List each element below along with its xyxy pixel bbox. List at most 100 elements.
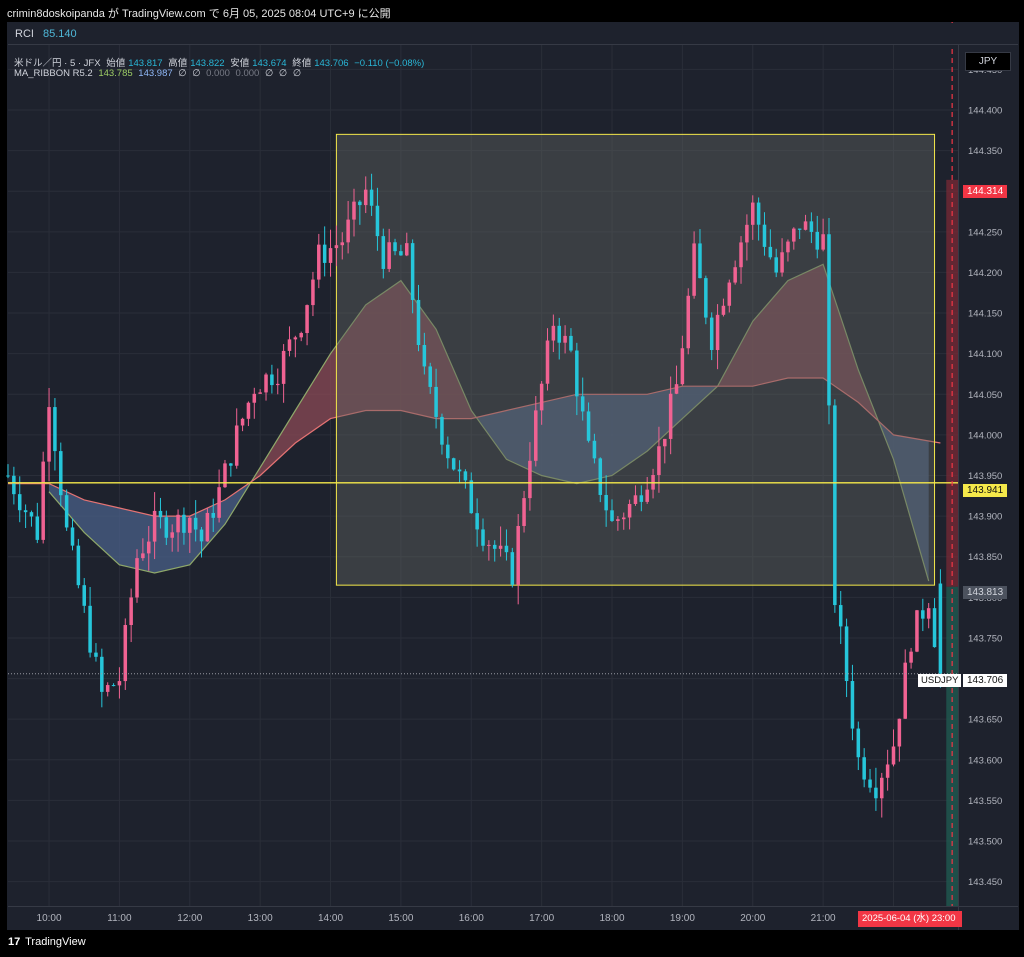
candle-body <box>146 541 151 554</box>
candle-body <box>105 685 110 692</box>
currency-button[interactable]: JPY <box>965 52 1011 71</box>
candle-body <box>352 201 356 220</box>
candle-body <box>82 585 86 606</box>
candle-body <box>880 777 884 799</box>
candle-body <box>346 219 350 243</box>
high-value: 143.822 <box>190 58 225 69</box>
candle-body <box>733 267 737 283</box>
candle-body <box>692 243 696 296</box>
candle-body <box>715 314 720 351</box>
candle-body <box>668 393 673 439</box>
candle-body <box>557 325 561 343</box>
candle-body <box>270 374 274 386</box>
candle-body <box>663 438 667 447</box>
candle-body <box>305 305 309 334</box>
candle-body <box>709 317 714 351</box>
candle-body <box>47 407 51 462</box>
candle-body <box>921 610 925 619</box>
candle-body <box>246 402 251 419</box>
candle-body <box>809 221 814 232</box>
time-tick-label: 21:00 <box>811 913 836 924</box>
candle-body <box>492 544 497 549</box>
indicator-value-2: 143.987 <box>138 68 173 79</box>
time-tick-label: 13:00 <box>248 913 273 924</box>
candle-body <box>504 545 509 553</box>
candle-body <box>100 656 104 692</box>
price-tick-label: 143.450 <box>968 877 1002 888</box>
candle-body <box>129 597 133 626</box>
candle-body <box>311 279 315 306</box>
candle-body <box>786 241 790 253</box>
candle-body <box>12 475 16 495</box>
low-value: 143.674 <box>252 58 287 69</box>
candle-body <box>59 451 63 496</box>
candle-body <box>475 513 479 530</box>
indicator-value-7: ∅ <box>264 68 274 79</box>
time-tick-label: 15:00 <box>388 913 413 924</box>
candle-body <box>111 685 116 687</box>
price-tick-label: 143.500 <box>968 837 1002 848</box>
time-tick-label: 17:00 <box>529 913 554 924</box>
candle-body <box>199 529 204 542</box>
candle-body <box>170 532 174 538</box>
candle-body <box>885 764 890 778</box>
candle-body <box>17 494 22 511</box>
rci-pane-header[interactable]: RCI 85.140 <box>8 23 1018 45</box>
fast-ma-line <box>48 263 930 582</box>
candle-body <box>375 205 380 237</box>
candle-body <box>340 242 345 246</box>
price-tick-label: 144.250 <box>968 227 1002 238</box>
low-label: 安値 <box>230 58 250 69</box>
candle-body <box>932 608 937 648</box>
candle-body <box>680 348 685 385</box>
ohlc-legend[interactable]: 米ドル／円 · 5 · JFX 始値 143.817 高値 143.822 安値 14… <box>14 55 427 69</box>
candle-body <box>721 305 726 315</box>
candle-body <box>727 282 732 306</box>
indicator-name[interactable]: MA_RIBBON R5.2 <box>14 68 93 79</box>
candle-body <box>358 201 362 206</box>
price-tick-label: 144.350 <box>968 146 1002 157</box>
candle-body <box>815 231 820 250</box>
ribbon-up-fill <box>252 280 478 482</box>
candle-body <box>152 510 157 542</box>
candle-body <box>293 337 298 340</box>
candle-body <box>23 510 28 513</box>
candle-body <box>868 779 872 788</box>
indicator-value-3: ∅ <box>178 68 187 79</box>
symbol-label[interactable]: 米ドル／円 · 5 · JFX <box>14 58 101 69</box>
candle-body <box>94 652 98 657</box>
candle-body <box>64 495 69 528</box>
rci-value: 85.140 <box>43 28 77 40</box>
candle-body <box>909 651 913 663</box>
time-tick-label: 16:00 <box>459 913 484 924</box>
candle-body <box>580 396 585 412</box>
candle-body <box>856 728 861 758</box>
candle-body <box>498 545 503 549</box>
candle-body <box>211 512 216 518</box>
candle-body <box>780 252 784 273</box>
candle-body <box>387 242 391 269</box>
time-axis[interactable]: 10:00 11:00 12:00 13:00 14:00 15:00 16:00 17:00… <box>8 906 1018 925</box>
candle-body <box>610 510 614 521</box>
tradingview-footer[interactable]: 17 TradingView <box>8 936 86 948</box>
price-tick-label: 144.150 <box>968 309 1002 320</box>
candle-body <box>369 189 374 206</box>
candle-body <box>827 234 831 406</box>
candle-body <box>862 757 866 780</box>
candle-body <box>53 407 57 452</box>
indicator-value-8: ∅ <box>278 68 288 79</box>
candle-body <box>850 681 855 729</box>
candle-body <box>657 446 661 476</box>
price-tick-label: 143.900 <box>968 512 1002 523</box>
ribbon-down-fill <box>879 421 929 582</box>
ribbon-up-fill <box>718 264 880 424</box>
crosshair-date-tag: 2025-06-04 (水) 23:00 <box>858 911 962 927</box>
candle-body <box>739 242 743 268</box>
candle-body <box>915 610 919 652</box>
candle-body <box>563 335 567 343</box>
candle-body <box>539 383 544 411</box>
indicator-legend[interactable]: MA_RIBBON R5.2 143.785 143.987 ∅ ∅ 0.000… <box>14 68 304 79</box>
candle-body <box>440 416 444 445</box>
candle-body <box>522 498 526 526</box>
